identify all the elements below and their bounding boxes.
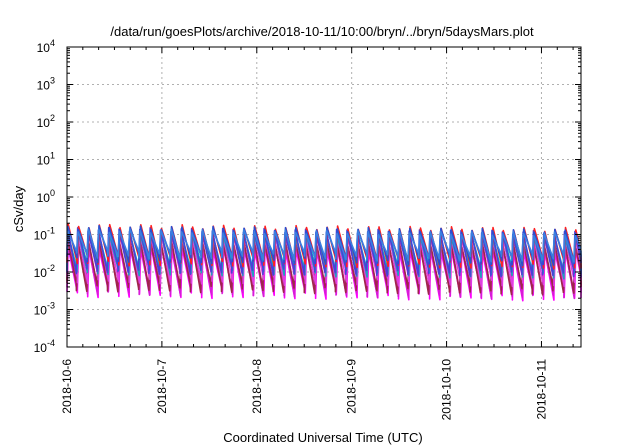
y-tick-label: 10-3 — [34, 301, 55, 318]
y-axis-label: cSv/day — [11, 185, 26, 232]
x-tick-label: 2018-10-11 — [534, 359, 548, 420]
y-tick-label: 102 — [37, 113, 55, 130]
x-tick-label: 2018-10-7 — [155, 359, 169, 414]
y-tick-label: 10-2 — [34, 263, 55, 280]
chart-title: /data/run/goesPlots/archive/2018-10-11/1… — [110, 24, 534, 39]
series-lines — [66, 223, 582, 302]
x-tick-label: 2018-10-9 — [345, 359, 359, 414]
y-tick-label: 10-1 — [34, 226, 55, 243]
grid-lines — [67, 47, 581, 347]
x-axis-ticks: 2018-10-6 2018-10-7 2018-10-8 2018-10-9 2018… — [60, 47, 574, 421]
y-tick-label: 104 — [37, 38, 55, 55]
x-tick-label: 2018-10-6 — [60, 359, 74, 414]
y-tick-label: 103 — [37, 76, 55, 93]
y-axis-ticks: 10-4 10-3 10-2 10-1 100 101 102 103 104 — [34, 38, 581, 355]
x-axis-label: Coordinated Universal Time (UTC) — [223, 430, 422, 445]
series-line-4 — [66, 235, 582, 296]
x-tick-label: 2018-10-8 — [250, 359, 264, 414]
y-tick-label: 101 — [37, 151, 55, 168]
y-tick-label: 100 — [37, 188, 55, 205]
x-tick-label: 2018-10-10 — [440, 359, 454, 421]
y-tick-label: 10-4 — [34, 338, 55, 355]
series-line-11 — [66, 228, 582, 263]
